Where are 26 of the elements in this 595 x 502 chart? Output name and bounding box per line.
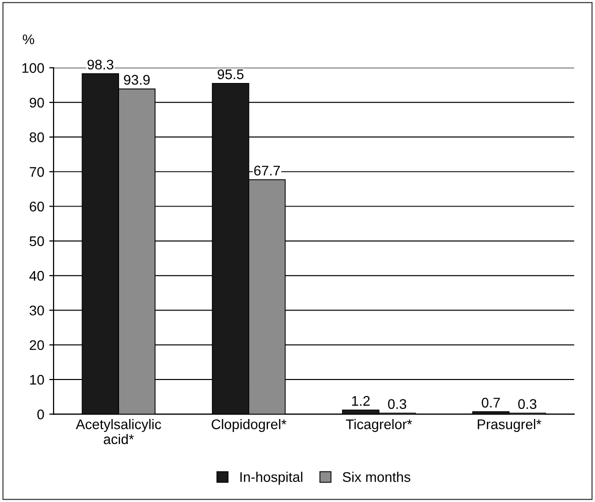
data-label: 0.7 — [482, 398, 500, 408]
legend-label: Six months — [342, 472, 410, 482]
data-label: 0.3 — [518, 399, 536, 409]
x-tick-label: Clopidogrel* — [212, 419, 286, 432]
y-tick-label: 20 — [30, 340, 44, 350]
y-axis-title: % — [22, 34, 34, 44]
data-label: 1.2 — [352, 396, 370, 406]
data-label: 98.3 — [88, 60, 114, 70]
y-tick-label: 10 — [30, 374, 44, 385]
y-tick-label: 80 — [30, 132, 44, 142]
data-label: 0.3 — [388, 399, 406, 409]
y-tick-label: 50 — [30, 236, 44, 246]
data-label: 95.5 — [218, 69, 244, 80]
x-tick-label: Acetylsalicylic acid* — [76, 419, 162, 444]
y-tick-label: 0 — [37, 409, 44, 420]
data-label: 67.7 — [254, 166, 280, 176]
y-tick-label: 70 — [30, 167, 44, 177]
x-tick-label: Prasugrel* — [478, 419, 542, 432]
y-tick-label: 100 — [22, 63, 44, 73]
data-label: 93.9 — [124, 74, 150, 85]
y-tick-label: 40 — [29, 270, 44, 281]
y-tick-label: 60 — [30, 202, 44, 212]
legend-label: In-hospital — [240, 472, 302, 485]
y-tick-label: 90 — [30, 98, 44, 108]
y-tick-label: 30 — [30, 306, 44, 316]
x-tick-label: Ticagrelor* — [346, 419, 412, 432]
